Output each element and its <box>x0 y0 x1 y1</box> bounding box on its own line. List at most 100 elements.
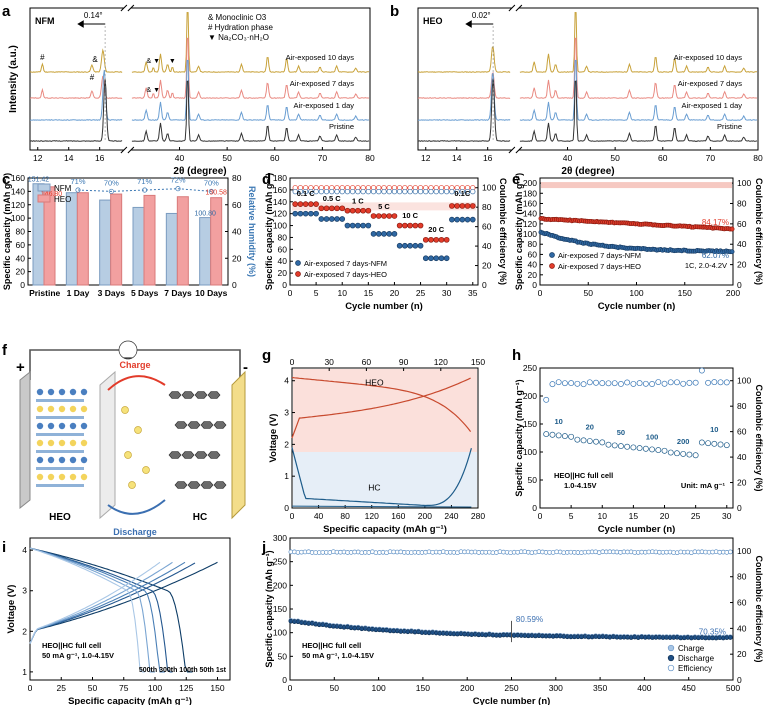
capacity-point <box>698 439 705 446</box>
y2-tick-label: 20 <box>737 649 747 659</box>
gcd-frame <box>29 537 231 681</box>
axis-break <box>123 7 131 151</box>
x-tick-label: 50 <box>610 153 620 163</box>
x-tick-label: 14 <box>64 153 74 163</box>
carbon-hex <box>200 481 214 489</box>
category-label: 7 Days <box>164 288 192 298</box>
y-tick-label: 80 <box>16 227 26 237</box>
lattice-ion <box>36 439 44 447</box>
legend-label: Air-exposed 7 days-HEO <box>304 270 387 279</box>
point-heo <box>334 205 340 212</box>
point-nfm <box>339 216 346 222</box>
ce-point <box>412 188 418 195</box>
lattice-layer <box>36 433 84 436</box>
xrd-trace-left <box>417 78 511 142</box>
capacity-point <box>624 443 631 450</box>
x-tick-label: 60 <box>658 153 668 163</box>
x-tick-label: 75 <box>119 683 129 693</box>
x-tick-label: 5 <box>314 288 319 298</box>
carbon-hex <box>207 391 221 399</box>
ce-point <box>674 379 680 386</box>
lattice-ion <box>36 422 44 430</box>
x-tick-label: 70 <box>706 153 716 163</box>
point-nfm <box>443 255 450 262</box>
carbon-hex <box>194 451 208 459</box>
point-nfm <box>438 255 445 262</box>
x2-tick-label: 30 <box>324 357 334 367</box>
x-tick-label: 60 <box>270 153 280 163</box>
y-tick-label: 60 <box>528 249 538 259</box>
shift-label: 0.14° <box>84 11 103 20</box>
y2-tick-label: 40 <box>232 227 242 237</box>
point-heo <box>349 207 356 214</box>
x-tick-label: 50 <box>330 683 340 693</box>
shade-bottom <box>293 452 477 507</box>
trace-label: Air-exposed 1 day <box>682 101 743 110</box>
capacity-point <box>649 446 656 453</box>
point-heo <box>344 207 351 214</box>
point-nfm <box>464 216 471 223</box>
y-tick-label: 250 <box>273 557 287 567</box>
legend-swatch <box>667 644 675 652</box>
carbon-hex <box>168 391 182 399</box>
ce-point <box>360 188 366 195</box>
point-heo <box>381 213 387 219</box>
lattice-ion <box>80 473 88 481</box>
plus-label: + <box>16 359 25 376</box>
category-label: 3 Days <box>98 288 126 298</box>
y-tick-label: 0 <box>282 675 287 685</box>
ce-point <box>593 379 599 386</box>
inner-label: NFM <box>35 16 55 26</box>
point-heo <box>464 203 471 209</box>
y-tick-label: 160 <box>523 198 537 208</box>
axis-break-mark <box>127 4 135 12</box>
ce-point <box>711 379 718 386</box>
y2-tick-label: 60 <box>232 200 242 210</box>
ce-point <box>318 188 324 195</box>
cell-label: HEO||HC full cell <box>42 641 101 650</box>
hc-curve <box>291 447 472 507</box>
rate-label: 50 mA g⁻¹, 1.0-4.15V <box>42 651 114 660</box>
lattice-ion <box>58 405 66 413</box>
trace-label: Pristine <box>329 122 354 131</box>
discharge-point <box>727 635 733 640</box>
panel-letter-i: i <box>2 539 6 556</box>
lattice-layer <box>36 416 84 419</box>
x-tick-label: 30 <box>722 511 732 521</box>
ce-point <box>391 188 398 195</box>
inner-label: HEO <box>423 16 443 26</box>
capacity-point <box>593 438 599 445</box>
y2-tick-label: 40 <box>737 623 747 633</box>
capacity-point <box>574 436 581 443</box>
point-nfm <box>449 216 455 223</box>
bulb-icon <box>118 340 138 360</box>
point-nfm <box>360 222 366 229</box>
y-tick-label: 120 <box>273 209 287 219</box>
rate-label: 0.5 C <box>323 194 342 203</box>
x-tick-label: 125 <box>179 683 193 693</box>
x-tick-label: 200 <box>460 683 474 693</box>
lattice-ion <box>69 456 77 464</box>
bar-nfm <box>165 212 178 286</box>
y-tick-label: 50 <box>528 475 538 485</box>
y2-tick-label: 80 <box>737 572 747 582</box>
point-heo <box>428 236 434 243</box>
efficiency-point <box>727 549 733 555</box>
sodium-ion <box>124 451 132 459</box>
legend-swatch <box>37 194 51 203</box>
lattice-layer <box>36 467 84 470</box>
lattice-ion <box>47 422 55 430</box>
xrd-trace-left <box>417 45 511 73</box>
point-nfm <box>313 210 319 217</box>
rate-label: 10 <box>555 417 563 426</box>
phase-marker: # <box>90 73 95 82</box>
point-nfm <box>391 231 398 237</box>
ce-point <box>586 379 593 386</box>
legend-entry: # Hydration phase <box>208 23 273 32</box>
point-nfm <box>386 231 393 237</box>
ce-point <box>549 381 556 388</box>
capacity-point <box>711 440 718 447</box>
x-tick-label: 350 <box>593 683 607 693</box>
humidity-label: 71% <box>137 177 152 186</box>
ce-point <box>667 379 674 386</box>
